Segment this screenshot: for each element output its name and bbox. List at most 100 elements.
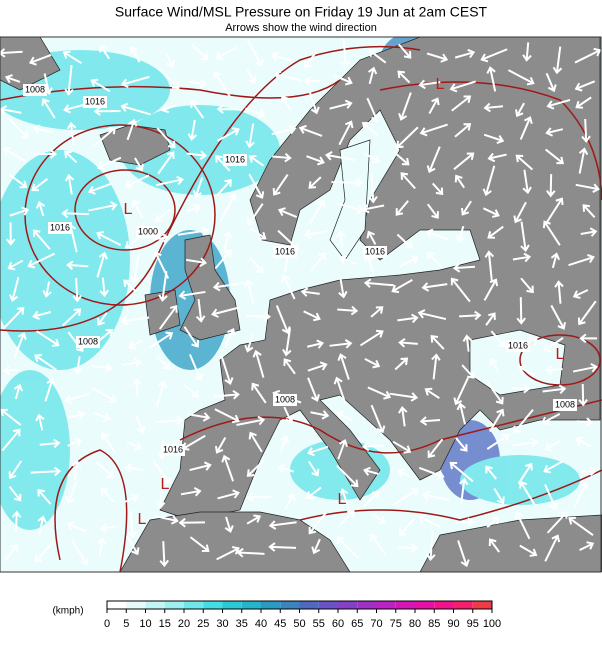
arrow bbox=[224, 327, 236, 347]
arrow bbox=[568, 516, 594, 537]
arrow bbox=[192, 177, 204, 198]
arrow bbox=[70, 539, 89, 566]
arrow bbox=[482, 165, 496, 197]
arrow bbox=[368, 172, 378, 204]
isobar-label-bg bbox=[553, 399, 577, 411]
arrow bbox=[550, 252, 561, 269]
arrow bbox=[519, 116, 533, 140]
arrow bbox=[417, 309, 447, 321]
colorbar-segment bbox=[261, 601, 281, 609]
arrow bbox=[246, 514, 262, 525]
arrow bbox=[189, 536, 210, 552]
arrow bbox=[165, 52, 176, 68]
arrow bbox=[307, 361, 328, 372]
arrow bbox=[337, 353, 350, 380]
arrow bbox=[35, 413, 45, 431]
arrow bbox=[271, 124, 297, 136]
arrow bbox=[310, 410, 330, 420]
colorbar-segment bbox=[222, 601, 242, 609]
arrow bbox=[393, 487, 419, 506]
arrow bbox=[393, 151, 410, 166]
arrow bbox=[252, 349, 265, 378]
arrow bbox=[487, 225, 504, 239]
isobar-label: 1016 bbox=[275, 246, 295, 256]
arrow bbox=[336, 202, 365, 215]
colorbar-segment bbox=[203, 601, 223, 609]
arrow bbox=[159, 541, 169, 568]
isobar-label-bg bbox=[23, 84, 47, 96]
arrow bbox=[426, 530, 436, 562]
arrow bbox=[120, 75, 150, 88]
arrow bbox=[363, 152, 380, 164]
arrow bbox=[183, 384, 199, 398]
arrow bbox=[307, 377, 320, 402]
arrow bbox=[418, 79, 441, 90]
arrow bbox=[120, 315, 150, 326]
colorbar-tick-label: 65 bbox=[351, 618, 363, 630]
arrow bbox=[64, 173, 75, 195]
arrow bbox=[507, 69, 535, 86]
arrow bbox=[91, 363, 113, 373]
arrow bbox=[419, 123, 448, 137]
arrow bbox=[398, 517, 416, 537]
arrow bbox=[449, 80, 476, 93]
arrow bbox=[333, 376, 347, 405]
arrow bbox=[91, 386, 117, 404]
arrow bbox=[236, 415, 266, 426]
arrow bbox=[246, 492, 272, 503]
arrow bbox=[249, 257, 264, 274]
arrow bbox=[66, 121, 77, 146]
arrow bbox=[577, 300, 597, 326]
arrow bbox=[578, 384, 588, 407]
arrow bbox=[273, 70, 302, 82]
arrow bbox=[490, 330, 506, 348]
isobar-label-bg bbox=[136, 226, 160, 238]
arrow bbox=[96, 461, 115, 478]
arrow bbox=[64, 392, 90, 404]
arrow bbox=[7, 259, 24, 271]
arrow bbox=[35, 200, 46, 217]
arrow bbox=[30, 466, 62, 477]
arrow bbox=[545, 127, 564, 137]
subtitle: Arrows show the wind direction bbox=[225, 22, 377, 34]
arrow bbox=[127, 510, 138, 539]
arrow bbox=[129, 46, 141, 63]
arrow bbox=[544, 440, 561, 452]
arrow bbox=[284, 493, 296, 510]
isobar-label-bg bbox=[223, 154, 247, 166]
arrow bbox=[28, 53, 52, 66]
map: 1008 1016 1000 1008 1016 1016 1016 1016 1016 1008… bbox=[0, 37, 602, 572]
arrow bbox=[578, 147, 589, 174]
arrow bbox=[97, 537, 107, 558]
arrow bbox=[543, 337, 564, 353]
arrow bbox=[541, 413, 561, 426]
isobar-label-bg bbox=[83, 96, 107, 108]
arrow bbox=[367, 386, 392, 400]
arrow bbox=[428, 97, 440, 115]
arrow bbox=[543, 460, 564, 474]
arrow bbox=[244, 334, 254, 353]
arrow bbox=[391, 278, 413, 294]
arrow bbox=[487, 152, 507, 163]
colorbar-segment bbox=[145, 601, 165, 609]
arrow bbox=[454, 174, 465, 189]
wind-arrows bbox=[0, 38, 602, 568]
colorbar-tick-label: 90 bbox=[447, 618, 459, 630]
arrow bbox=[158, 271, 168, 302]
arrow bbox=[248, 154, 265, 167]
colorbar: 0 5 10 15 20 25 30 35 40 45 50 55 60 65 70 75 80 85 90 95 10… bbox=[104, 600, 501, 630]
arrow bbox=[426, 146, 441, 174]
arrow bbox=[336, 465, 359, 488]
arrow bbox=[190, 100, 205, 119]
arrow bbox=[100, 487, 115, 503]
arrow bbox=[303, 76, 321, 86]
arrow bbox=[214, 249, 232, 270]
arrow bbox=[67, 437, 83, 447]
arrow bbox=[155, 380, 168, 408]
isobar-label: 1016 bbox=[225, 154, 245, 164]
arrow bbox=[580, 466, 597, 477]
arrow bbox=[187, 119, 198, 141]
arrow bbox=[308, 176, 322, 189]
arrow bbox=[246, 459, 265, 477]
arrow bbox=[191, 43, 209, 61]
